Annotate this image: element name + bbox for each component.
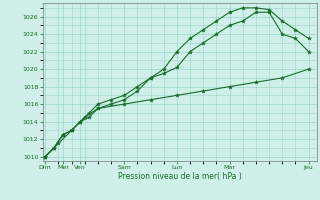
X-axis label: Pression niveau de la mer( hPa ): Pression niveau de la mer( hPa ) xyxy=(118,172,241,181)
